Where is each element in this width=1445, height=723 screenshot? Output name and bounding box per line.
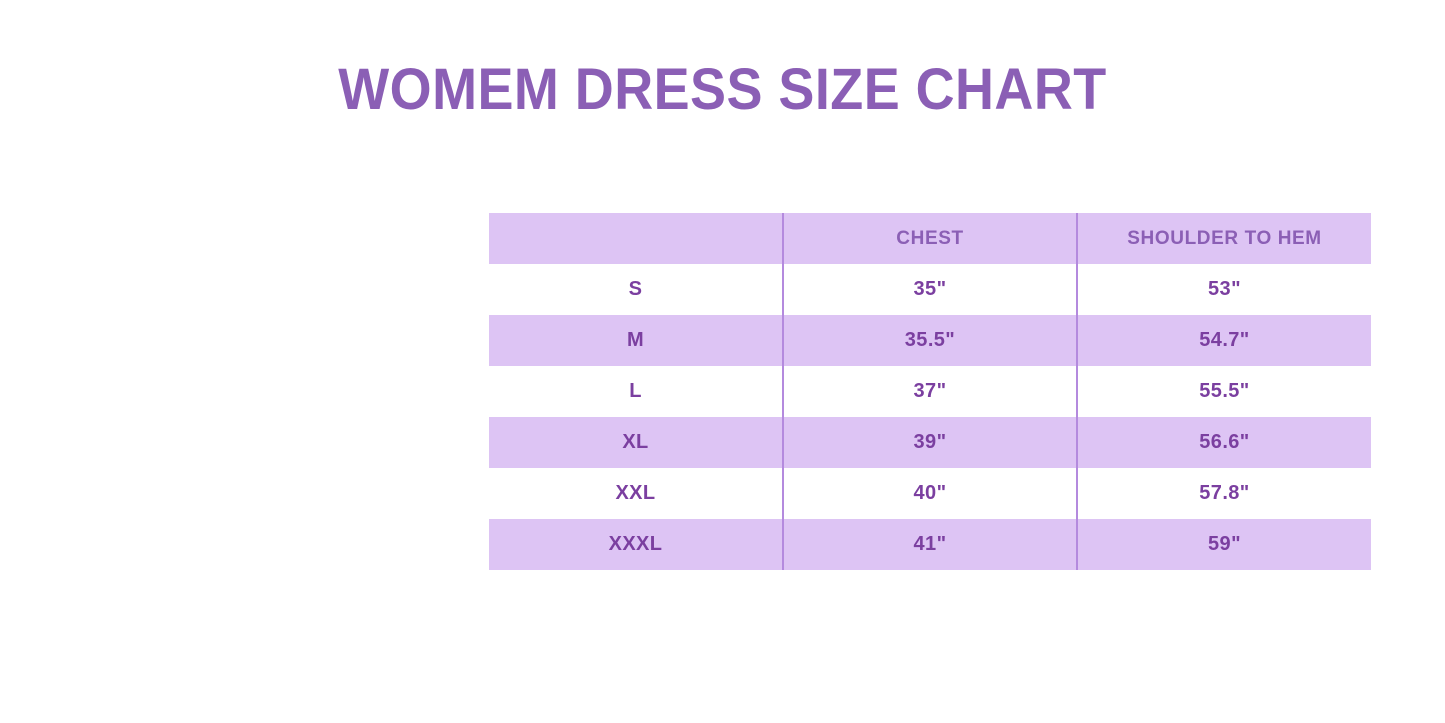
column-header-chest: CHEST [782, 213, 1077, 264]
cell-shoulder-to-hem: 55.5" [1076, 366, 1371, 417]
table-row: XL 39" 56.6" [489, 417, 1371, 468]
cell-chest: 41" [782, 519, 1077, 570]
table-header-row: CHEST SHOULDER TO HEM [489, 213, 1371, 264]
cell-size: XL [622, 431, 649, 453]
page-title: WOMEM DRESS SIZE CHART [338, 57, 1107, 122]
table-row: XXXL 41" 59" [489, 519, 1371, 570]
cell-shoulder-to-hem: 56.6" [1076, 417, 1371, 468]
table-row: XXL 40" 57.8" [489, 468, 1371, 519]
table-row: L 37" 55.5" [489, 366, 1371, 417]
cell-size: L [629, 380, 642, 402]
cell-shoulder-to-hem: 53" [1076, 264, 1371, 315]
column-header-size [489, 213, 783, 264]
cell-chest: 35" [782, 264, 1077, 315]
cell-size: S [628, 278, 643, 300]
table-row: M 35.5" 54.7" [489, 315, 1371, 366]
cell-chest: 40" [782, 468, 1077, 519]
size-chart-table: CHEST SHOULDER TO HEM S 35" 53" M 35.5" 54.7"… [489, 213, 1371, 570]
table-body: S 35" 53" M 35.5" 54.7" L 37" 55.5" XL 39" 56.6" XXL… [489, 264, 1371, 570]
table-header: CHEST SHOULDER TO HEM [489, 213, 1371, 264]
column-header-shoulder-to-hem: SHOULDER TO HEM [1076, 213, 1371, 264]
cell-size: XXL [615, 482, 656, 504]
cell-shoulder-to-hem: 54.7" [1076, 315, 1371, 366]
cell-chest: 37" [782, 366, 1077, 417]
cell-size: M [626, 329, 645, 351]
cell-shoulder-to-hem: 57.8" [1076, 468, 1371, 519]
cell-shoulder-to-hem: 59" [1076, 519, 1371, 570]
cell-size: XXXL [608, 533, 663, 555]
table-row: S 35" 53" [489, 264, 1371, 315]
cell-chest: 39" [782, 417, 1077, 468]
cell-chest: 35.5" [782, 315, 1077, 366]
